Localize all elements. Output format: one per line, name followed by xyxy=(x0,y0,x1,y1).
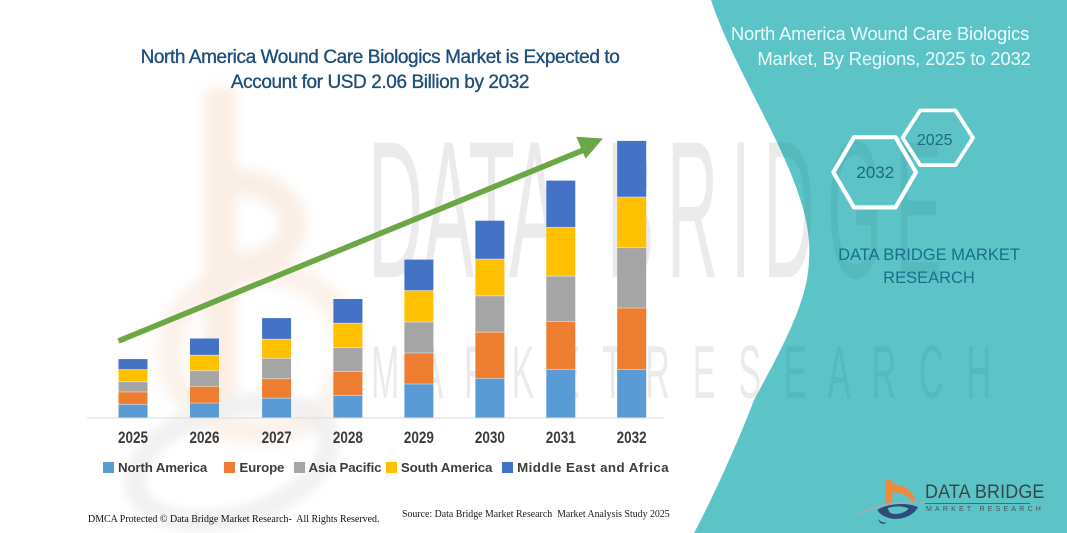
svg-text:DATA: DATA xyxy=(368,101,560,320)
svg-text:2032: 2032 xyxy=(856,163,894,182)
svg-text:2025: 2025 xyxy=(917,132,953,149)
